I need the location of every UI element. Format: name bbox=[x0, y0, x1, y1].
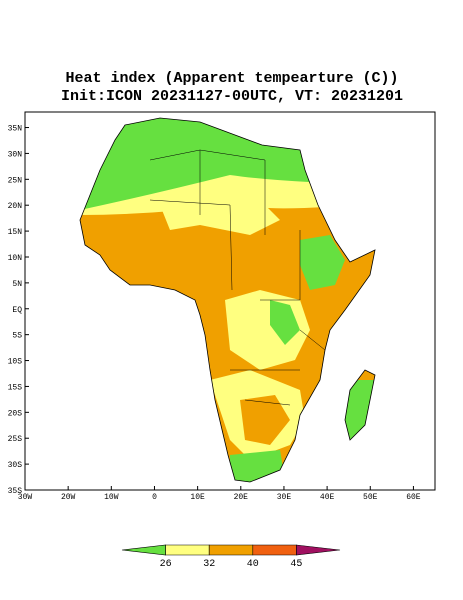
x-tick-label: 20E bbox=[234, 493, 249, 502]
map-frame bbox=[24, 111, 436, 491]
colorbar-swatch bbox=[165, 544, 210, 556]
y-tick-label: EQ bbox=[12, 306, 22, 315]
colorbar-label: 45 bbox=[290, 559, 302, 570]
x-tick-label: 30W bbox=[18, 493, 33, 502]
field-orange bbox=[240, 395, 290, 445]
y-tick-label: 15N bbox=[8, 228, 23, 237]
y-tick-label: 30N bbox=[8, 150, 23, 159]
x-tick-label: 0 bbox=[152, 493, 157, 502]
colorbar: 26 32 40 45 bbox=[121, 544, 341, 570]
madagascar-outline bbox=[344, 369, 376, 441]
x-tick-label: 40E bbox=[320, 493, 335, 502]
y-tick-label: 30S bbox=[8, 461, 23, 470]
colorbar-swatch bbox=[252, 544, 297, 556]
y-tick-label: 5N bbox=[12, 280, 22, 289]
colorbar-label: 40 bbox=[247, 559, 259, 570]
subtitle: Init:ICON 20231127-00UTC, VT: 20231201 bbox=[61, 88, 403, 105]
axes: 30W 20W 10W 0 10E 20E 30E 40E 50E 60E 35S 30S 25S 20S… bbox=[8, 125, 421, 502]
y-tick-label: 35S bbox=[8, 487, 23, 496]
field-green bbox=[300, 235, 345, 290]
x-tick-label: 60E bbox=[406, 493, 421, 502]
colorbar-swatch bbox=[296, 544, 341, 556]
y-tick-label: 20N bbox=[8, 202, 23, 211]
colorbar-label: 32 bbox=[203, 559, 215, 570]
x-tick-label: 20W bbox=[61, 493, 76, 502]
y-tick-label: 25S bbox=[8, 435, 23, 444]
africa-outline bbox=[79, 117, 376, 483]
coastline bbox=[79, 117, 376, 483]
borders bbox=[149, 149, 326, 406]
y-tick-label: 25N bbox=[8, 176, 23, 185]
title: Heat index (Apparent tempearture (C)) bbox=[65, 70, 398, 87]
field-green bbox=[270, 300, 300, 345]
y-tick-label: 10S bbox=[8, 358, 23, 367]
field-yellow bbox=[160, 196, 280, 235]
y-tick-label: 35N bbox=[8, 125, 23, 134]
x-tick-label: 50E bbox=[363, 493, 378, 502]
colorbar-label: 26 bbox=[160, 559, 172, 570]
y-tick-label: 20S bbox=[8, 409, 23, 418]
x-tick-label: 10W bbox=[104, 493, 119, 502]
x-tick-label: 30E bbox=[277, 493, 292, 502]
field-green bbox=[340, 380, 375, 445]
y-tick-label: 15S bbox=[8, 383, 23, 392]
x-tick-label: 10E bbox=[190, 493, 205, 502]
colorbar-swatch bbox=[208, 544, 254, 556]
y-tick-label: 5S bbox=[12, 332, 22, 341]
y-tick-label: 10N bbox=[8, 254, 23, 263]
